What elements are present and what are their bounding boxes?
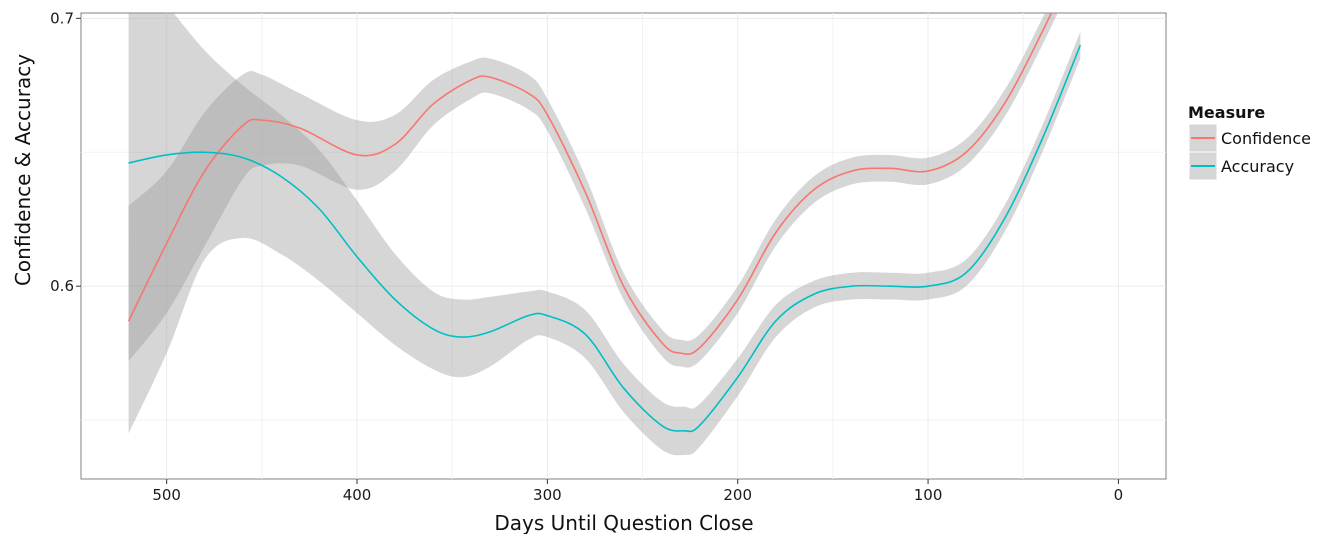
x-tick-label: 200 [723, 486, 752, 504]
x-tick-label: 500 [152, 486, 181, 504]
series-lines [127, 13, 1082, 433]
series-line-confidence [127, 13, 1053, 355]
grid [81, 13, 1166, 479]
series-line-accuracy [128, 44, 1082, 433]
x-tick-label: 100 [914, 486, 943, 504]
legend-key-confidence [1188, 123, 1218, 153]
x-tick-label: 0 [1114, 486, 1124, 504]
legend-label-confidence: Confidence [1221, 129, 1311, 148]
legend-key-accuracy [1188, 151, 1218, 181]
confidence-band-accuracy [128, 13, 1081, 456]
y-tick-label: 0.6 [50, 277, 74, 295]
x-tick-label: 300 [533, 486, 562, 504]
y-axis-title: Confidence & Accuracy [11, 54, 35, 286]
y-tick-label: 0.7 [50, 9, 74, 27]
axes: 500 400 300 200 100 0 0.6 0.7 [50, 9, 1123, 504]
legend: Measure Confidence Accuracy [1188, 103, 1311, 181]
x-tick-label: 400 [343, 486, 372, 504]
legend-label-accuracy: Accuracy [1221, 157, 1294, 176]
confidence-bands [128, 13, 1081, 456]
x-axis-title: Days Until Question Close [494, 511, 753, 534]
legend-title: Measure [1188, 103, 1265, 122]
